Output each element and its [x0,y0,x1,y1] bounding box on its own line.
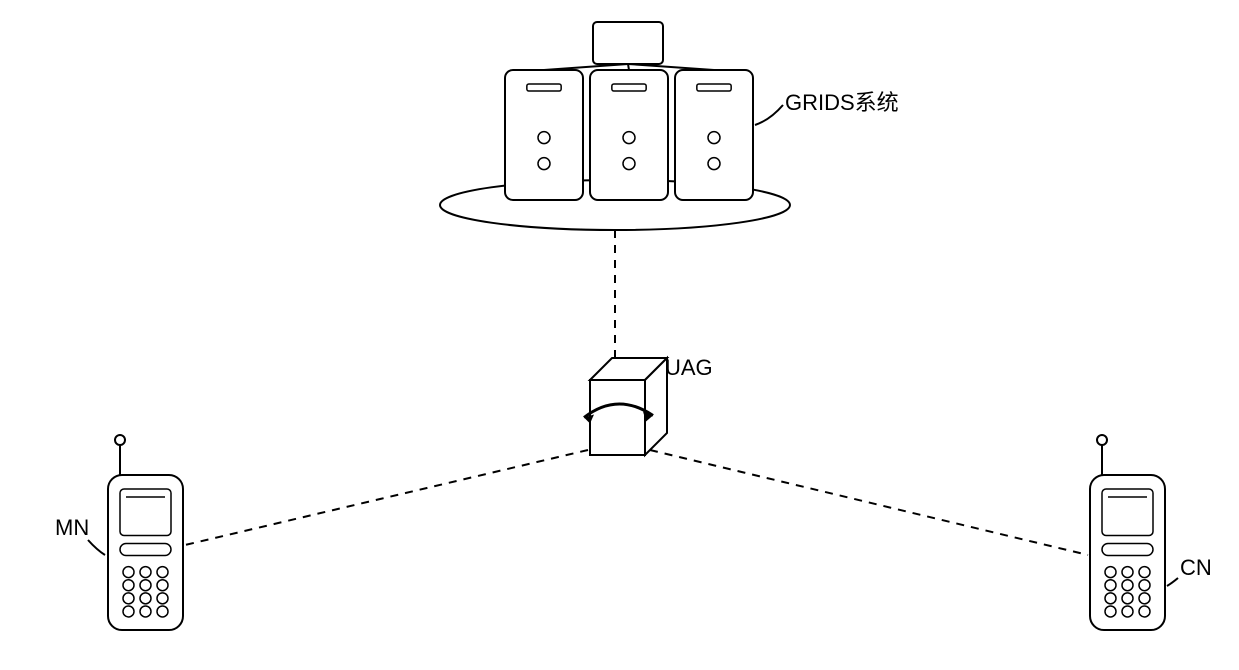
server-icon [505,70,583,200]
uag-label: UAG [665,355,713,381]
edge [650,450,1088,555]
cluster-link [544,64,628,70]
connections-layer [0,0,1239,670]
label-pointer [88,540,105,555]
server-platter [440,180,790,230]
cn-label: CN [1180,555,1212,581]
label-pointer [755,105,783,125]
cluster-head-icon [593,22,663,64]
label-pointer [1167,578,1178,586]
cluster-link [628,64,714,70]
phone-icon [1090,435,1165,630]
label-pointer [648,375,663,386]
diagram-canvas: GRIDS系统 UAG MN CN [0,0,1239,670]
edge [185,450,588,545]
mn-label: MN [55,515,89,541]
cluster-link [628,64,629,70]
router-icon [584,358,667,455]
server-icon [675,70,753,200]
grids-label: GRIDS系统 [785,85,899,117]
server-icon [590,70,668,200]
phone-icon [108,435,183,630]
